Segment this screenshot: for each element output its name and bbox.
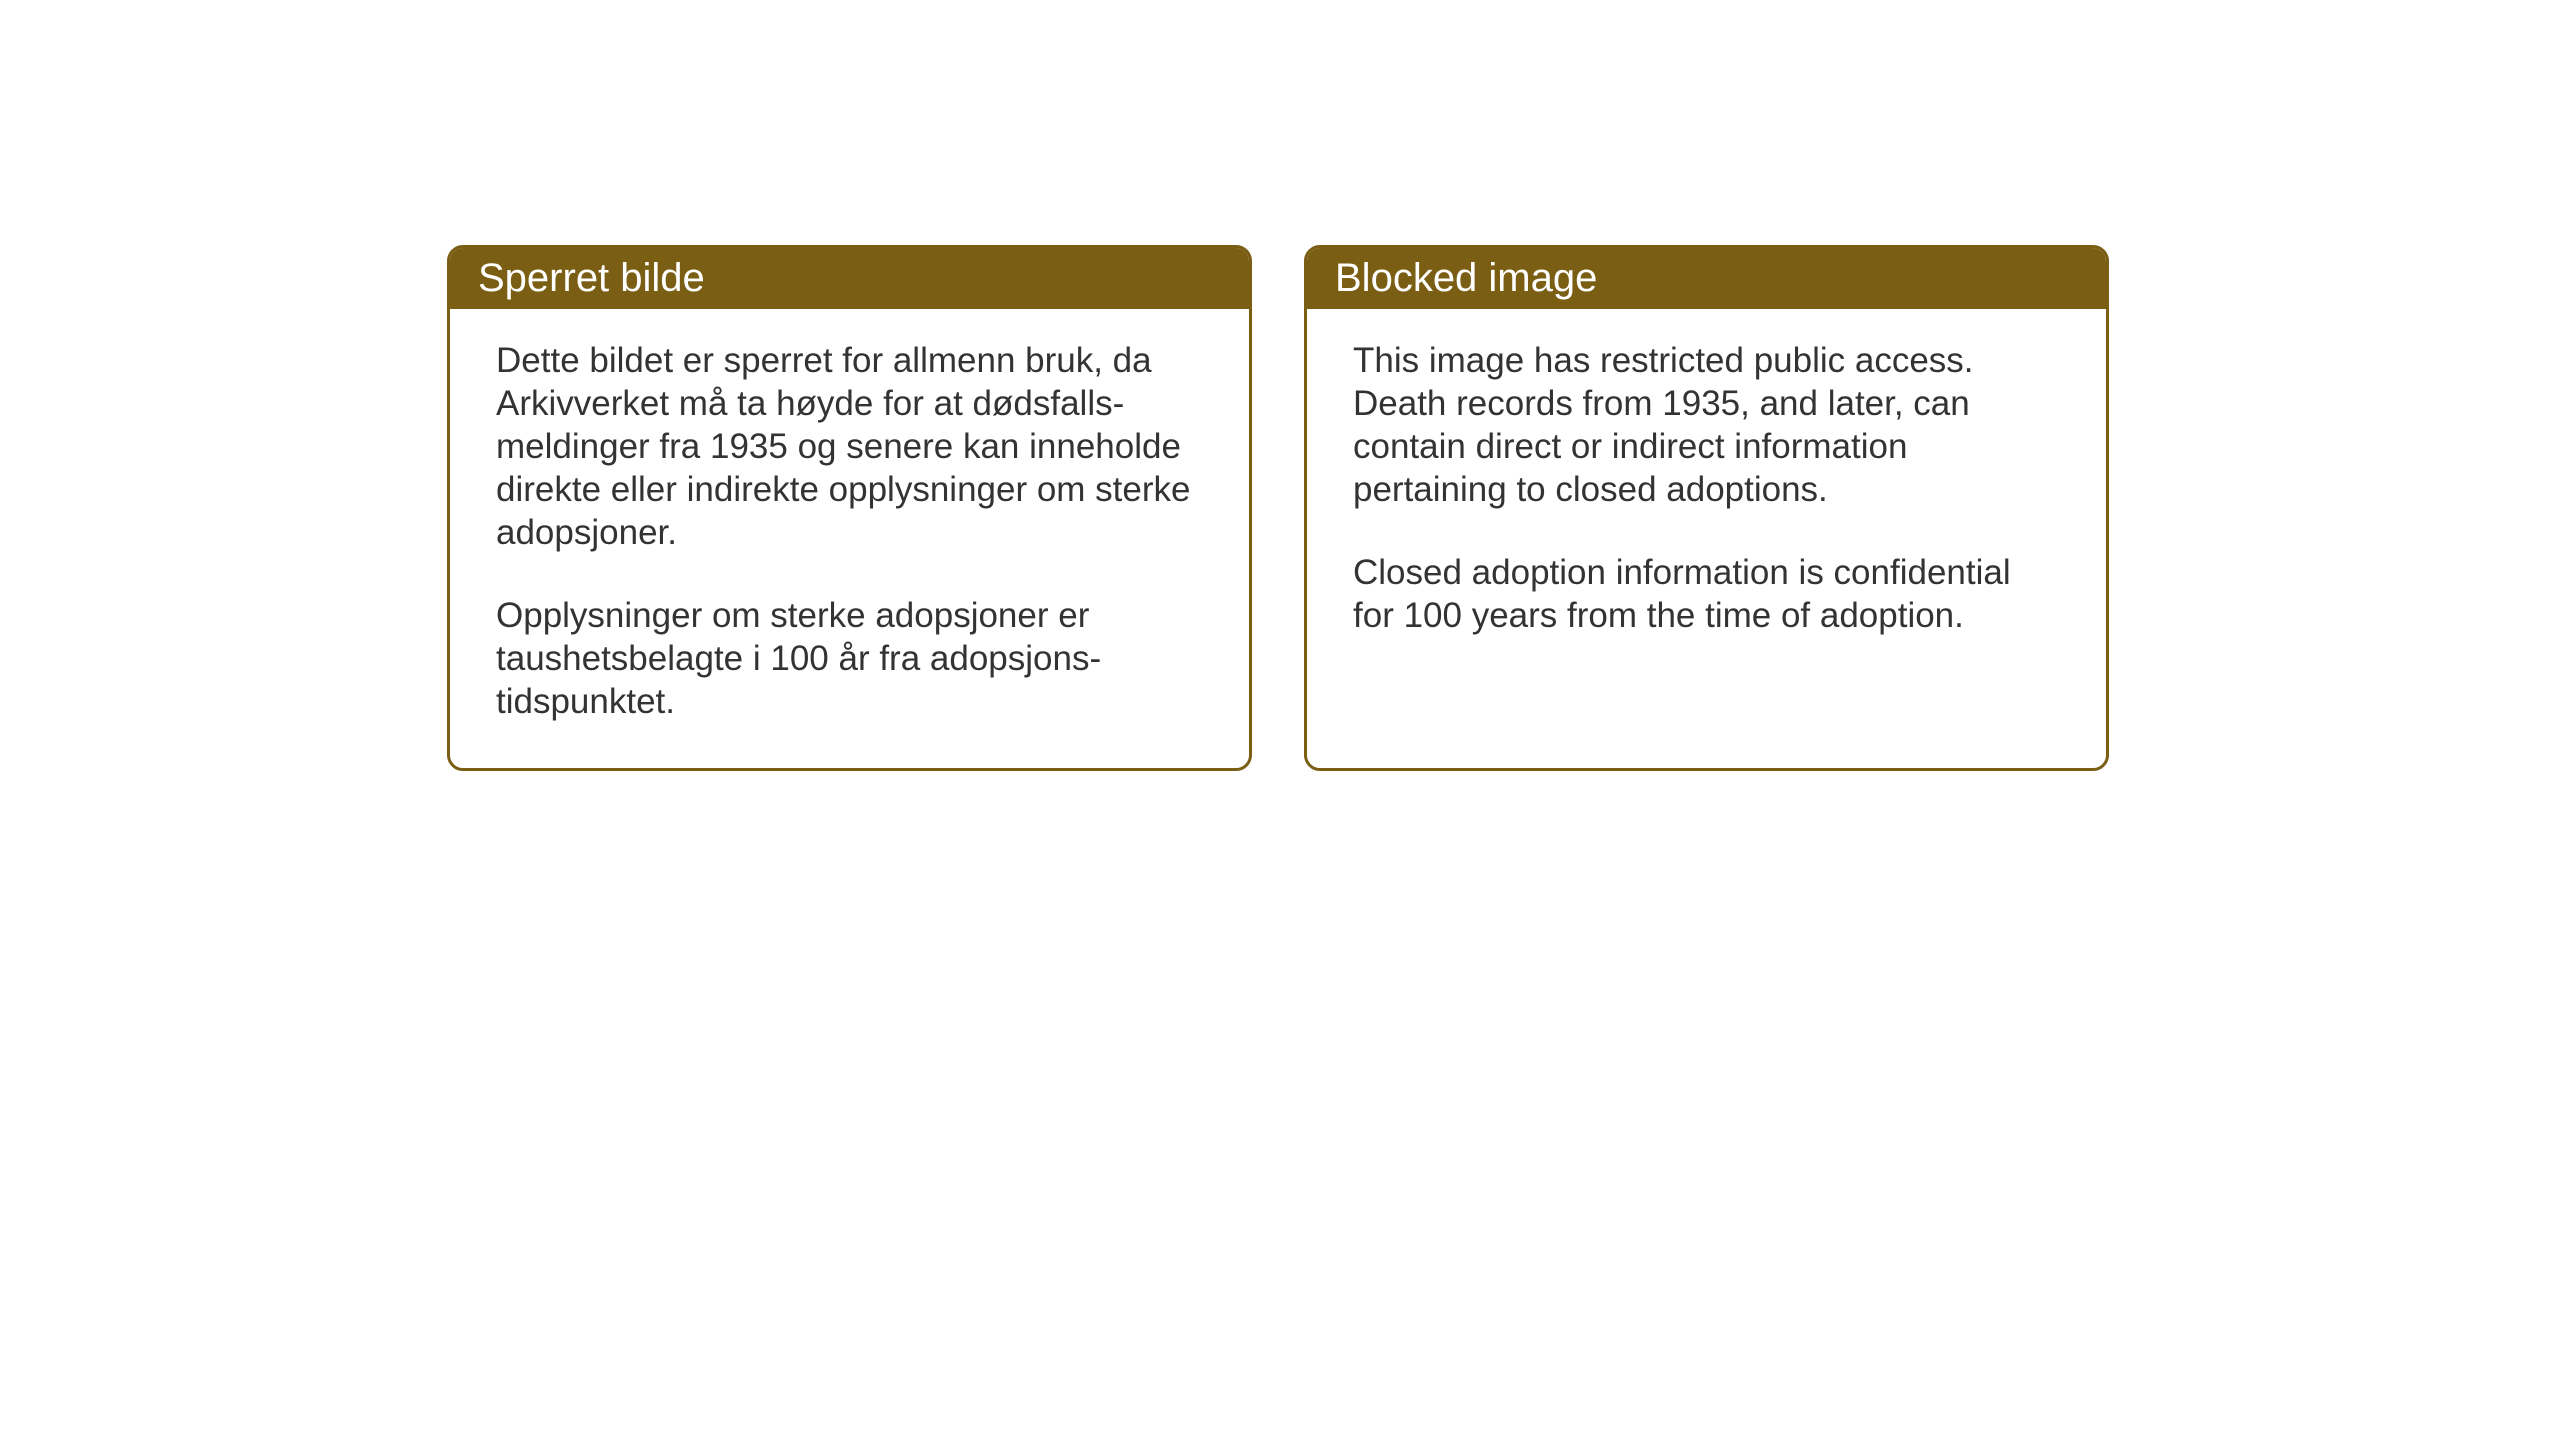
- english-card-title: Blocked image: [1335, 256, 1597, 300]
- english-paragraph-1: This image has restricted public access.…: [1353, 339, 2060, 511]
- norwegian-paragraph-1: Dette bildet er sperret for allmenn bruk…: [496, 339, 1203, 554]
- norwegian-card-body: Dette bildet er sperret for allmenn bruk…: [450, 309, 1249, 768]
- english-card: Blocked image This image has restricted …: [1304, 245, 2109, 771]
- cards-container: Sperret bilde Dette bildet er sperret fo…: [0, 0, 2560, 771]
- english-card-header: Blocked image: [1307, 248, 2106, 309]
- norwegian-card: Sperret bilde Dette bildet er sperret fo…: [447, 245, 1252, 771]
- english-paragraph-2: Closed adoption information is confident…: [1353, 551, 2060, 637]
- norwegian-card-header: Sperret bilde: [450, 248, 1249, 309]
- english-card-body: This image has restricted public access.…: [1307, 309, 2106, 682]
- norwegian-card-title: Sperret bilde: [478, 256, 705, 300]
- norwegian-paragraph-2: Opplysninger om sterke adopsjoner er tau…: [496, 594, 1203, 723]
